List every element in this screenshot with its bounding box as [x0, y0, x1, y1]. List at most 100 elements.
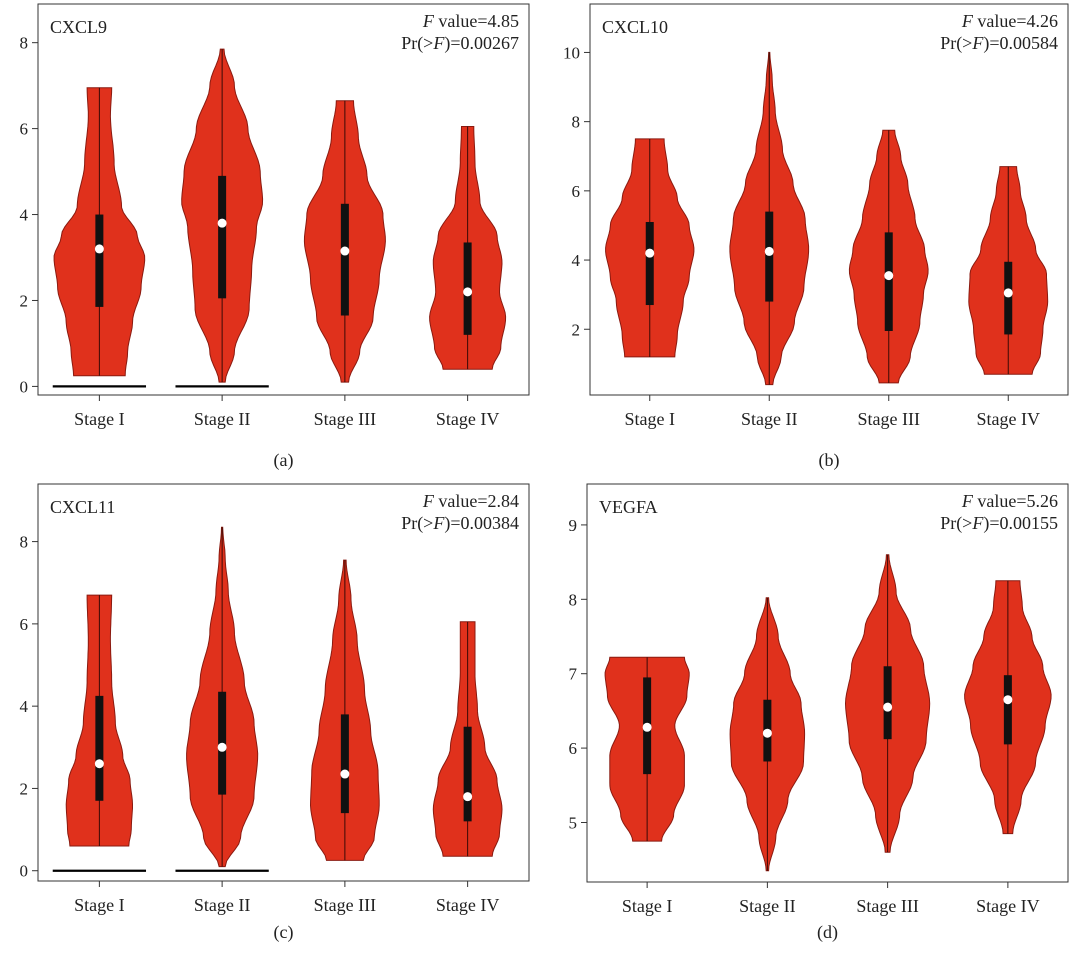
chart-panel-vegfa: 5 6 7 8 9 Stage I Stage II Stage III Stage IV VEG… — [536, 478, 1072, 957]
x-tick-label: Stage IV — [976, 896, 1039, 916]
iqr-box — [1003, 675, 1012, 745]
x-tick-label: Stage IV — [436, 409, 499, 429]
median-dot — [94, 759, 104, 769]
y-tick-label: 4 — [572, 251, 581, 270]
y-tick-label: 8 — [20, 533, 29, 552]
p-value-text: Pr(>F)=0.00584 — [940, 33, 1058, 54]
median-dot — [1003, 695, 1013, 705]
y-tick-label: 9 — [569, 516, 578, 535]
p-value-text: Pr(>F)=0.00267 — [401, 33, 519, 54]
f-value-text: F value=5.26 — [961, 491, 1058, 511]
p-value-part: )=0.00267 — [444, 33, 519, 54]
f-value: value=2.84 — [434, 491, 519, 511]
iqr-box — [340, 714, 349, 814]
gene-label: VEGFA — [599, 497, 658, 517]
p-value-text: Pr(>F)=0.00155 — [940, 513, 1058, 534]
violin-chart: 2 4 6 8 10 Stage I Stage II Stage III Stage IV CX… — [563, 3, 1069, 471]
x-tick-label: Stage III — [314, 409, 376, 429]
f-symbol: F — [961, 491, 974, 511]
y-tick-label: 4 — [20, 206, 29, 225]
p-value-part: Pr(> — [401, 513, 433, 534]
p-value-part: )=0.00584 — [983, 33, 1058, 54]
median-dot — [764, 246, 774, 256]
x-tick-label: Stage I — [622, 896, 672, 916]
violin-chart: 5 6 7 8 9 Stage I Stage II Stage III Stage IV VEG… — [569, 483, 1069, 943]
y-tick-label: 8 — [572, 113, 581, 132]
median-dot — [463, 792, 473, 802]
x-tick-label: Stage II — [739, 896, 795, 916]
p-value-part: Pr(> — [401, 33, 433, 54]
y-tick-label: 2 — [572, 320, 581, 339]
f-symbol: F — [961, 11, 974, 31]
p-value-part: )=0.00384 — [444, 513, 519, 534]
median-dot — [642, 722, 652, 732]
median-dot — [217, 742, 227, 752]
p-value-part: F — [432, 33, 445, 53]
f-value: value=4.85 — [434, 11, 519, 31]
x-tick-label: Stage III — [314, 895, 376, 915]
median-dot — [463, 287, 473, 297]
x-tick-label: Stage III — [856, 896, 918, 916]
y-tick-label: 8 — [569, 590, 578, 609]
p-value-part: Pr(> — [940, 513, 972, 534]
f-value-text: F value=4.85 — [422, 11, 519, 31]
y-tick-label: 6 — [569, 739, 578, 758]
y-tick-label: 10 — [563, 43, 580, 62]
panel-caption: (b) — [819, 450, 840, 471]
f-value: value=4.26 — [973, 11, 1058, 31]
y-tick-label: 6 — [20, 615, 29, 634]
iqr-box — [463, 726, 472, 822]
p-value-part: Pr(> — [940, 33, 972, 54]
p-value-part: F — [971, 33, 984, 53]
median-dot — [340, 769, 350, 779]
iqr-box — [645, 221, 654, 306]
violin-chart: 0 2 4 6 8 Stage I Stage II Stage III Stage IV CXC… — [20, 483, 530, 943]
p-value-part: )=0.00155 — [983, 513, 1058, 534]
f-value: value=5.26 — [973, 491, 1058, 511]
violin-chart: 0 2 4 6 8 Stage I Stage II Stage III Stage IV CXC… — [20, 3, 530, 471]
iqr-box — [340, 203, 349, 316]
y-tick-label: 4 — [20, 697, 29, 716]
x-tick-label: Stage I — [74, 409, 124, 429]
iqr-box — [95, 695, 104, 801]
y-tick-label: 6 — [572, 182, 581, 201]
chart-panel-cxcl11: 0 2 4 6 8 Stage I Stage II Stage III Stage IV CXC… — [0, 478, 536, 957]
iqr-box — [884, 232, 893, 331]
x-tick-label: Stage II — [741, 409, 797, 429]
y-tick-label: 8 — [20, 34, 29, 53]
median-dot — [1003, 288, 1013, 298]
chart-panel-cxcl9: 0 2 4 6 8 Stage I Stage II Stage III Stage IV CXC… — [0, 0, 536, 478]
x-tick-label: Stage I — [625, 409, 675, 429]
median-dot — [217, 218, 227, 228]
iqr-box — [1004, 261, 1013, 335]
y-tick-label: 0 — [20, 377, 29, 396]
p-value-part: F — [432, 513, 445, 533]
y-tick-label: 7 — [569, 665, 578, 684]
x-tick-label: Stage III — [858, 409, 920, 429]
x-tick-label: Stage II — [194, 409, 250, 429]
y-tick-label: 2 — [20, 779, 29, 798]
iqr-box — [765, 211, 774, 302]
f-value-text: F value=2.84 — [422, 491, 519, 511]
y-tick-label: 5 — [569, 813, 578, 832]
f-symbol: F — [422, 11, 435, 31]
chart-panel-cxcl10: 2 4 6 8 10 Stage I Stage II Stage III Stage IV CX… — [536, 0, 1072, 478]
median-dot — [883, 702, 893, 712]
p-value-part: F — [971, 513, 984, 533]
y-tick-label: 6 — [20, 120, 29, 139]
x-tick-label: Stage I — [74, 895, 124, 915]
iqr-box — [95, 214, 104, 307]
plot-frame — [37, 3, 530, 396]
median-dot — [884, 271, 894, 281]
panel-caption: (c) — [274, 922, 294, 943]
iqr-box — [218, 175, 227, 299]
median-dot — [340, 246, 350, 256]
plot-frame — [586, 483, 1069, 883]
f-symbol: F — [422, 491, 435, 511]
panel-caption: (d) — [817, 922, 838, 943]
plot-frame — [37, 483, 530, 882]
median-dot — [94, 244, 104, 254]
f-value-text: F value=4.26 — [961, 11, 1058, 31]
gene-label: CXCL9 — [50, 17, 107, 37]
